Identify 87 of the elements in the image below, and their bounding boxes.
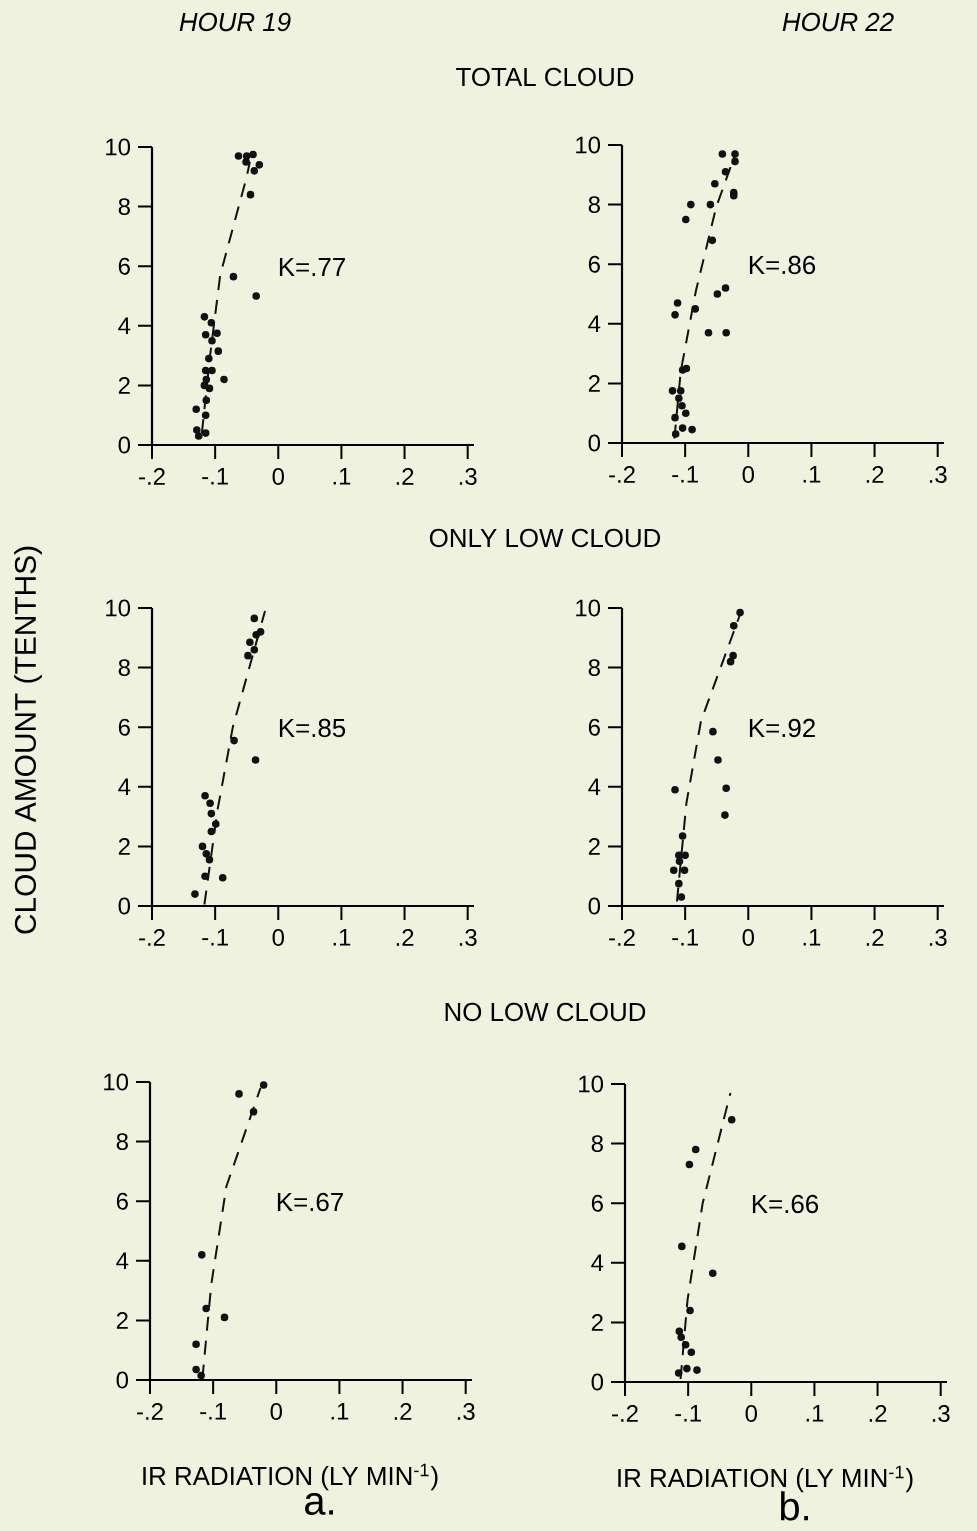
y-tick-label: 10 xyxy=(106,599,131,617)
x-tick-label: .3 xyxy=(457,1403,475,1420)
x-tick-label: -.2 xyxy=(139,929,165,946)
y-tick-label: 6 xyxy=(588,255,600,273)
x-tick-label: .3 xyxy=(459,468,477,485)
x-tick-label: .1 xyxy=(806,1405,824,1422)
x-tick-label: .3 xyxy=(932,1405,950,1422)
y-tick-label: 4 xyxy=(116,1252,129,1270)
chart-title: HOUR 19 xyxy=(179,12,291,32)
x-tick-label: -.1 xyxy=(672,929,698,946)
x-tick-label: -.2 xyxy=(609,466,635,483)
annotation: K=.77 xyxy=(279,258,345,276)
annotation: K=.86 xyxy=(749,255,816,275)
y-tick-label: 0 xyxy=(588,897,601,915)
y-tick-label: 10 xyxy=(576,599,601,617)
y-tick-label: 4 xyxy=(588,315,601,333)
y-tick-label: 2 xyxy=(118,838,130,855)
y-axis-title: CLOUD AMOUNT (TENTHS) xyxy=(14,546,42,934)
x-tick-label: 0 xyxy=(742,466,755,483)
text: ONLY LOW CLOUD xyxy=(429,528,661,548)
y-tick-label: 10 xyxy=(106,138,131,156)
y-tick-label: 6 xyxy=(588,718,600,736)
x-tick-label: -.1 xyxy=(672,466,698,483)
x-tick-label: -.2 xyxy=(137,1403,163,1420)
text: NO LOW CLOUD xyxy=(445,1002,646,1022)
x-tick-label: .2 xyxy=(869,1405,887,1422)
y-tick-label: 2 xyxy=(591,1314,603,1331)
x-tick-label: -.2 xyxy=(612,1405,638,1422)
x-tick-label: .1 xyxy=(333,929,351,946)
x-tick-label: -.1 xyxy=(675,1405,701,1422)
text: a. xyxy=(305,1493,333,1515)
y-tick-label: 10 xyxy=(579,1075,604,1093)
y-tick-label: 2 xyxy=(588,838,600,855)
annotation: K=.92 xyxy=(749,718,815,738)
y-tick-label: 6 xyxy=(591,1194,603,1212)
x-tick-label: .3 xyxy=(929,466,947,483)
x-tick-label: .3 xyxy=(459,929,477,946)
annotation: K=.85 xyxy=(279,718,346,738)
y-tick-label: 0 xyxy=(118,436,131,454)
y-tick-label: 4 xyxy=(118,778,131,796)
chart-title: HOUR 22 xyxy=(782,12,894,32)
y-tick-label: 10 xyxy=(104,1073,129,1091)
y-tick-label: 8 xyxy=(118,659,130,677)
y-tick-label: 6 xyxy=(118,257,130,275)
x-tick-label: .3 xyxy=(929,929,947,946)
y-tick-label: 4 xyxy=(588,778,601,796)
y-tick-label: 8 xyxy=(588,659,600,677)
x-tick-label: .2 xyxy=(396,929,414,946)
y-tick-label: 8 xyxy=(116,1133,128,1151)
x-tick-label: 0 xyxy=(272,468,284,485)
y-tick-label: 8 xyxy=(588,196,600,214)
x-tick-label: -.2 xyxy=(139,468,165,485)
x-tick-label: 0 xyxy=(742,929,755,946)
y-tick-label: 4 xyxy=(591,1254,604,1272)
x-tick-label: 0 xyxy=(270,1403,282,1420)
y-tick-label: 10 xyxy=(576,136,601,154)
x-axis-title: IR RADIATION (LY MIN$^{-1}$) xyxy=(143,1463,438,1491)
y-tick-label: 0 xyxy=(591,1373,604,1391)
x-tick-label: .2 xyxy=(396,468,414,485)
y-tick-label: 2 xyxy=(118,377,130,394)
x-tick-label: 0 xyxy=(272,929,284,946)
x-tick-label: .2 xyxy=(394,1403,412,1420)
y-tick-label: 8 xyxy=(591,1135,603,1153)
y-tick-label: 6 xyxy=(118,718,130,736)
annotation: K=.67 xyxy=(277,1192,343,1212)
x-tick-label: -.1 xyxy=(202,468,228,485)
x-tick-label: .1 xyxy=(803,929,821,946)
x-tick-label: .2 xyxy=(866,929,884,946)
y-tick-label: 0 xyxy=(118,897,131,915)
text: b. xyxy=(780,1491,808,1521)
x-tick-label: -.1 xyxy=(200,1403,226,1420)
x-tick-label: .2 xyxy=(866,466,884,483)
annotation: K=.66 xyxy=(752,1194,819,1214)
x-tick-label: .1 xyxy=(331,1403,349,1420)
x-tick-label: -.2 xyxy=(609,929,635,946)
x-tick-label: .1 xyxy=(333,468,351,485)
y-tick-label: 8 xyxy=(118,198,130,216)
x-tick-label: .1 xyxy=(803,466,821,483)
y-tick-label: 4 xyxy=(118,317,131,335)
y-tick-label: 2 xyxy=(588,375,600,392)
x-tick-label: 0 xyxy=(745,1405,758,1422)
text: TOTAL CLOUD xyxy=(456,67,634,87)
y-tick-label: 6 xyxy=(116,1192,128,1210)
x-tick-label: -.1 xyxy=(202,929,228,946)
y-tick-label: 2 xyxy=(116,1312,128,1329)
y-tick-label: 0 xyxy=(588,434,601,452)
y-tick-label: 0 xyxy=(116,1371,129,1389)
